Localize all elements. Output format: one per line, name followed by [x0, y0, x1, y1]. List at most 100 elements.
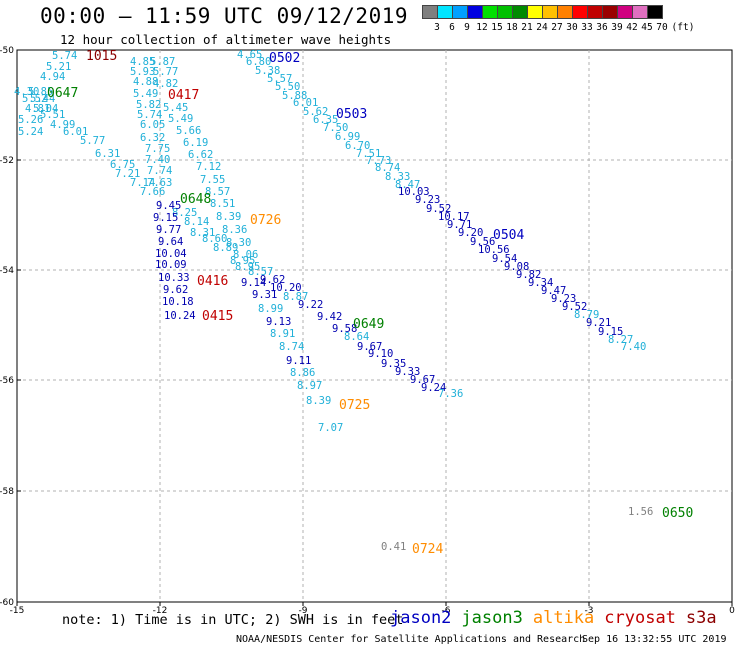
swh-value: 8.31 — [190, 227, 215, 239]
colorbar-label: 33 — [581, 22, 593, 33]
colorbar-label: 27 — [551, 22, 563, 33]
swh-value: 9.35 — [381, 358, 406, 370]
legend-item-cryosat: cryosat — [604, 608, 676, 628]
satellite-legend: jason2 jason3 altika cryosat s3a — [390, 608, 727, 628]
swh-value: 0.41 — [381, 541, 406, 553]
swh-value: 4.85 — [130, 56, 155, 68]
swh-value: 9.52 — [426, 203, 451, 215]
colorbar-label: 9 — [464, 22, 470, 33]
swh-value: 9.13 — [266, 316, 291, 328]
colorbar-label: 15 — [491, 22, 503, 33]
swh-value: 6.75 — [110, 159, 135, 171]
pass-time-marker: 0649 — [353, 317, 384, 332]
swh-value: 6.62 — [188, 149, 213, 161]
pass-time-marker: 1015 — [86, 49, 117, 64]
swh-value: 8.06 — [233, 249, 258, 261]
swh-value: 9.64 — [158, 236, 183, 248]
swh-value: 5.77 — [153, 66, 178, 78]
footer-credit: NOAA/NESDIS Center for Satellite Applica… — [236, 634, 586, 645]
swh-value: 10.33 — [158, 272, 190, 284]
swh-value: 9.21 — [586, 317, 611, 329]
swh-value: 6.99 — [335, 131, 360, 143]
swh-value: 9.58 — [332, 323, 357, 335]
x-tick-label: 0 — [729, 606, 735, 616]
swh-value: 6.35 — [313, 114, 338, 126]
x-tick-label: -9 — [299, 606, 308, 616]
colorbar-label: 6 — [449, 22, 455, 33]
swh-value: 9.15 — [153, 212, 178, 224]
swh-value: 10.04 — [155, 248, 187, 260]
swh-value: 5.21 — [46, 61, 71, 73]
pass-time-marker: 0502 — [269, 51, 300, 66]
swh-value: 10.24 — [164, 310, 196, 322]
colorbar-label: 70 — [656, 22, 668, 33]
swh-value: 8.51 — [210, 198, 235, 210]
colorbar-label: 18 — [506, 22, 518, 33]
swh-value: 7.73 — [366, 155, 391, 167]
swh-value: 8.27 — [608, 334, 633, 346]
swh-value: 9.45 — [156, 200, 181, 212]
swh-value: 7.14 — [130, 177, 155, 189]
swh-value: 7.21 — [115, 168, 140, 180]
swh-value: 7.07 — [318, 422, 343, 434]
colorbar-label: 30 — [566, 22, 578, 33]
y-tick-label: -50 — [0, 46, 14, 56]
swh-value: 8.14 — [184, 216, 209, 228]
swh-value: 9.52 — [562, 301, 587, 313]
swh-value: 5.87 — [150, 56, 175, 68]
swh-value: 8.95 — [235, 261, 260, 273]
y-tick-label: -56 — [0, 376, 14, 386]
swh-value: 5.49 — [168, 113, 193, 125]
swh-value: 9.23 — [551, 293, 576, 305]
x-tick-label: -15 — [10, 606, 25, 616]
swh-value: 5.45 — [163, 102, 188, 114]
pass-time-marker: 0724 — [412, 542, 443, 557]
swh-value: 5.57 — [267, 73, 292, 85]
y-tick-label: -58 — [0, 487, 14, 497]
swh-value: 5.24 — [18, 126, 43, 138]
legend-item-altika: altika — [532, 608, 595, 628]
swh-value: 10.56 — [478, 244, 510, 256]
y-tick-label: -54 — [0, 266, 14, 276]
swh-value: 7.74 — [147, 165, 172, 177]
swh-value: 9.23 — [415, 194, 440, 206]
swh-value: 8.64 — [344, 331, 369, 343]
swh-value: 8.60 — [202, 233, 227, 245]
swh-value: 8.74 — [375, 162, 400, 174]
swh-value: 9.67 — [410, 374, 435, 386]
swh-value: 4.30 — [14, 86, 39, 98]
swh-value: 8.89 — [213, 242, 238, 254]
swh-value: 8.86 — [290, 367, 315, 379]
swh-value: 9.71 — [447, 219, 472, 231]
swh-value: 8.99 — [258, 303, 283, 315]
swh-value: 4.65 — [237, 49, 262, 61]
pass-time-marker: 0503 — [336, 107, 367, 122]
colorbar-label: 24 — [536, 22, 548, 33]
swh-value: 5.93 — [130, 66, 155, 78]
swh-value: 4.94 — [40, 71, 65, 83]
swh-value: 9.33 — [395, 366, 420, 378]
swh-value: 6.19 — [183, 137, 208, 149]
colorbar-label: 12 — [476, 22, 488, 33]
x-tick-label: -6 — [442, 606, 451, 616]
swh-value: 9.67 — [357, 341, 382, 353]
swh-value: 5.85 — [28, 86, 53, 98]
pass-time-markers: 1015 0647 0417 0502 0503 0648 0726 0504 0416 0415… — [47, 49, 693, 557]
swh-value: 9.10 — [368, 348, 393, 360]
swh-value: 9.24 — [421, 382, 446, 394]
swh-value: 8.47 — [395, 179, 420, 191]
swh-value: 9.42 — [317, 311, 342, 323]
swh-value: 4.81 — [25, 103, 50, 115]
y-tick-label: -60 — [0, 598, 14, 608]
swh-value: 7.36 — [438, 388, 463, 400]
x-tick-label: -12 — [153, 606, 168, 616]
pass-time-marker: 0504 — [493, 228, 524, 243]
pass-time-marker: 0416 — [197, 274, 228, 289]
swh-value: 9.54 — [492, 253, 517, 265]
swh-value: 5.66 — [176, 125, 201, 137]
pass-time-marker: 0647 — [47, 86, 78, 101]
swh-value: 8.87 — [283, 291, 308, 303]
swh-value: 5.52 — [22, 93, 47, 105]
legend-item-jason3: jason3 — [461, 608, 523, 628]
swh-value: 5.44 — [30, 93, 55, 105]
